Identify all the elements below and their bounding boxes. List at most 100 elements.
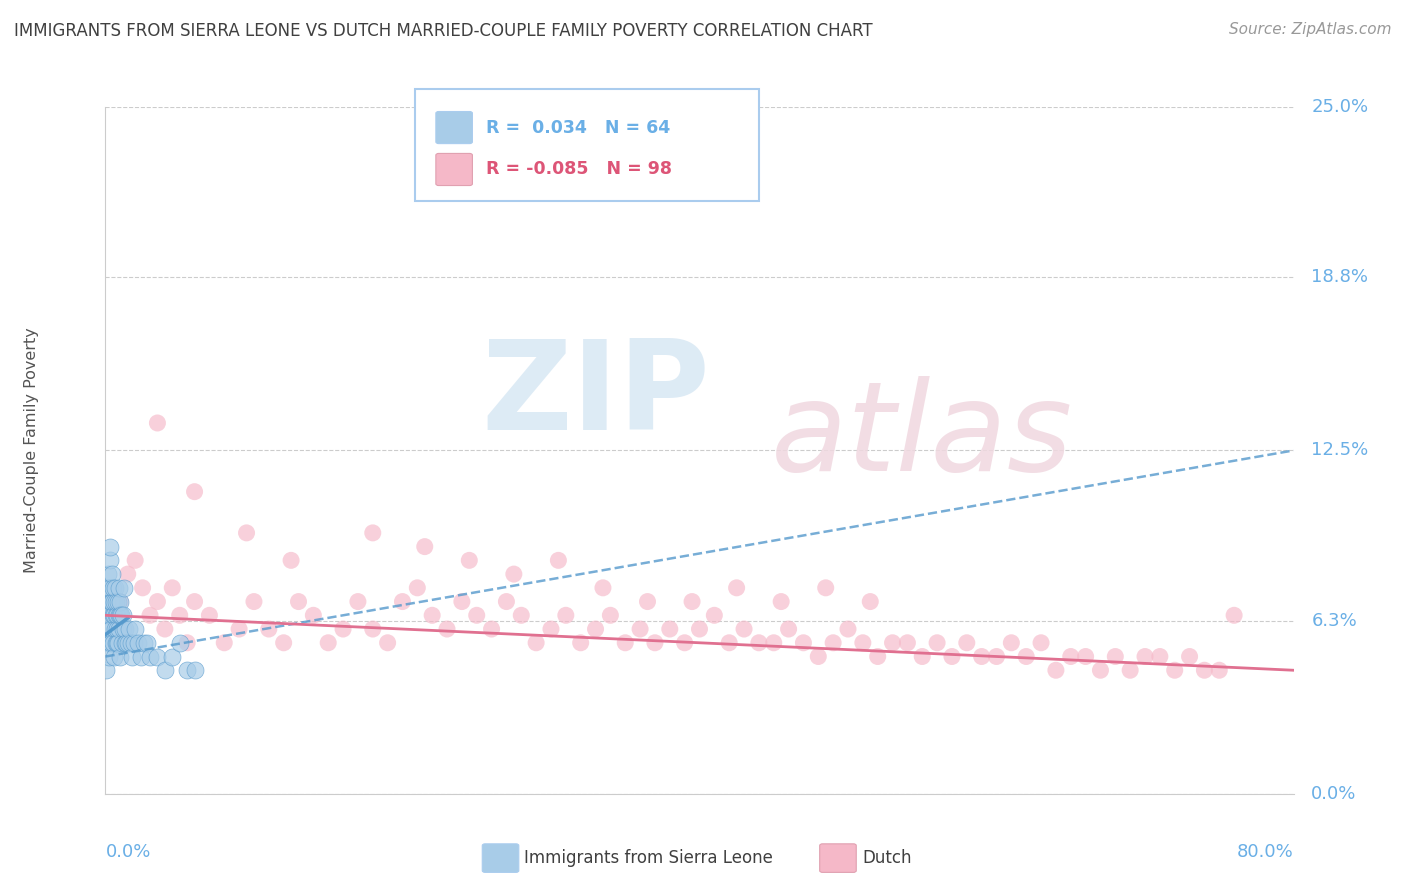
Point [1045, 663, 1067, 677]
Point [859, 594, 882, 608]
Point [458, 553, 481, 567]
Text: R =  0.034   N = 64: R = 0.034 N = 64 [486, 119, 671, 136]
Point [214, 636, 236, 650]
Point [911, 649, 934, 664]
Point [1133, 649, 1156, 664]
Point [121, 649, 143, 664]
Point [98, 553, 121, 567]
Point [117, 567, 139, 582]
Text: 6.3%: 6.3% [1312, 612, 1357, 630]
Point [139, 608, 162, 623]
Point [287, 594, 309, 608]
Point [1223, 608, 1246, 623]
Point [502, 567, 524, 582]
Point [377, 636, 399, 650]
Point [956, 636, 979, 650]
Point [101, 636, 124, 650]
Point [108, 581, 131, 595]
Point [770, 594, 793, 608]
Point [176, 636, 198, 650]
Point [97, 622, 120, 636]
Point [1178, 649, 1201, 664]
Point [436, 622, 458, 636]
Point [162, 649, 184, 664]
Point [554, 608, 576, 623]
Point [273, 636, 295, 650]
Point [100, 594, 122, 608]
Text: 25.0%: 25.0% [1312, 98, 1368, 116]
Text: ZIP: ZIP [481, 335, 710, 456]
Point [100, 594, 122, 608]
Point [96, 594, 118, 608]
Point [1029, 636, 1052, 650]
Point [792, 636, 814, 650]
Point [280, 553, 302, 567]
Point [107, 594, 129, 608]
Point [101, 608, 124, 623]
Text: Dutch: Dutch [862, 849, 911, 867]
Point [139, 649, 162, 664]
Point [941, 649, 963, 664]
Point [1000, 636, 1022, 650]
Point [111, 636, 134, 650]
Point [703, 608, 725, 623]
Point [111, 622, 134, 636]
Point [107, 636, 129, 650]
Point [104, 608, 127, 623]
Point [413, 540, 436, 554]
Point [585, 622, 607, 636]
Point [243, 594, 266, 608]
Point [183, 594, 205, 608]
Point [108, 608, 131, 623]
Point [1090, 663, 1112, 677]
Point [110, 594, 132, 608]
Point [852, 636, 875, 650]
Point [120, 636, 142, 650]
Point [101, 567, 124, 582]
Point [614, 636, 637, 650]
Point [198, 608, 221, 623]
Point [122, 636, 145, 650]
Point [104, 581, 127, 595]
Point [1149, 649, 1171, 664]
Point [1015, 649, 1038, 664]
Point [131, 581, 153, 595]
Point [599, 608, 621, 623]
Point [547, 553, 569, 567]
Point [450, 594, 472, 608]
Point [658, 622, 681, 636]
Text: Married-Couple Family Poverty: Married-Couple Family Poverty [24, 327, 39, 574]
Point [169, 636, 191, 650]
Point [1194, 663, 1216, 677]
Point [644, 636, 666, 650]
Point [235, 525, 257, 540]
Point [146, 416, 169, 430]
Point [115, 636, 138, 650]
Point [146, 594, 169, 608]
Point [748, 636, 770, 650]
Point [1164, 663, 1187, 677]
Text: 0.0%: 0.0% [105, 843, 150, 862]
Point [183, 484, 205, 499]
Point [391, 594, 413, 608]
Point [970, 649, 993, 664]
Point [97, 649, 120, 664]
Point [117, 636, 139, 650]
Point [169, 608, 191, 623]
Point [882, 636, 904, 650]
Point [107, 622, 129, 636]
Text: R = -0.085   N = 98: R = -0.085 N = 98 [486, 161, 672, 178]
Point [986, 649, 1008, 664]
Point [118, 622, 141, 636]
Point [1208, 663, 1230, 677]
Point [103, 594, 125, 608]
Point [733, 622, 755, 636]
Point [807, 649, 830, 664]
Point [1060, 649, 1083, 664]
Point [510, 608, 533, 623]
Point [105, 636, 128, 650]
Point [420, 608, 443, 623]
Point [124, 553, 146, 567]
Point [100, 636, 122, 650]
Point [1119, 663, 1142, 677]
